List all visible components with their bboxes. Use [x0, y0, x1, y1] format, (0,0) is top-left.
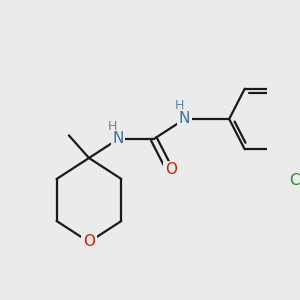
Text: N: N — [179, 112, 190, 127]
Text: H: H — [175, 100, 184, 112]
Text: O: O — [165, 163, 177, 178]
Text: Cl: Cl — [289, 173, 300, 188]
Text: N: N — [112, 131, 124, 146]
Text: O: O — [83, 235, 95, 250]
Text: H: H — [107, 121, 117, 134]
